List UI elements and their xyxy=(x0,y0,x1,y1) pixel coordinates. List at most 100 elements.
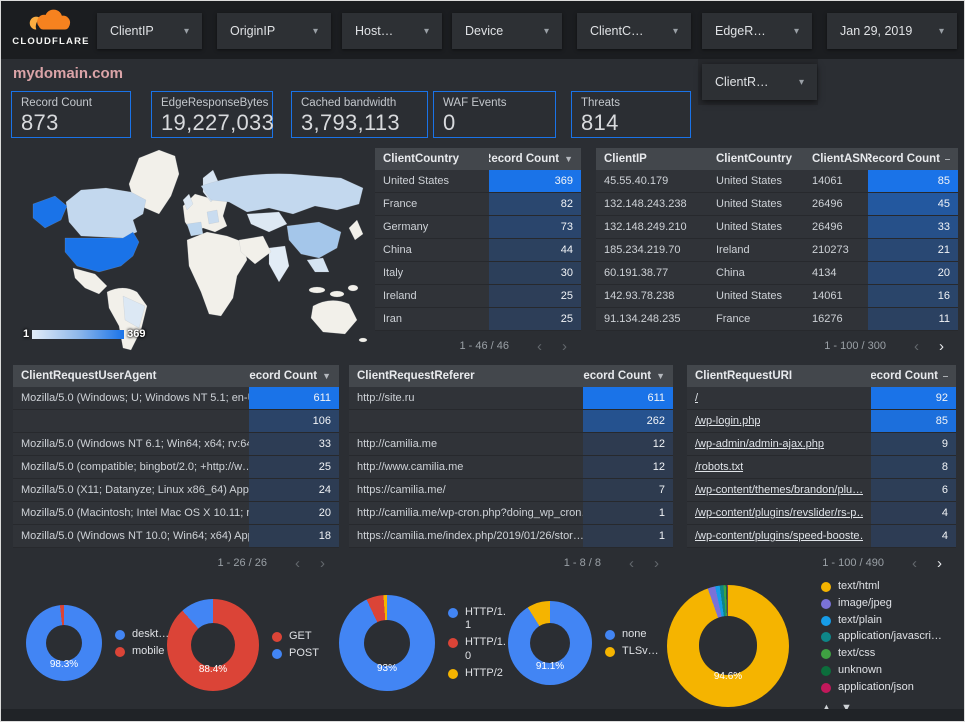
column-header[interactable]: ClientRequestUserAgent xyxy=(21,370,157,382)
record-count-cell: 73 xyxy=(489,216,581,238)
legend-dot xyxy=(448,638,458,649)
uri-link[interactable]: /wp-admin/admin-ajax.php xyxy=(695,438,825,450)
chevron-down-icon: ▾ xyxy=(423,25,429,37)
column-header[interactable]: Record Count‒ xyxy=(871,370,948,382)
record-count-cell: 4 xyxy=(871,502,956,524)
table-row[interactable]: https://camilia.me/index.php/2019/01/26/… xyxy=(349,525,673,548)
pagination-next-icon[interactable]: › xyxy=(937,554,942,572)
pagination-prev-icon[interactable]: ‹ xyxy=(537,337,542,355)
table-row[interactable]: /wp-admin/admin-ajax.php 9 xyxy=(687,433,956,456)
table-row[interactable]: Mozilla/5.0 (Windows NT 10.0; Win64; x64… xyxy=(13,525,339,548)
column-header[interactable]: Record Count▼ xyxy=(583,370,665,382)
table-row[interactable]: https://camilia.me/7 xyxy=(349,479,673,502)
uri-link[interactable]: /wp-content/plugins/speed-booste… xyxy=(695,530,863,542)
map-region-usa xyxy=(64,231,140,273)
uri-link[interactable]: /wp-content/plugins/revslider/rs-p… xyxy=(695,507,863,519)
table-row[interactable]: 91.134.248.235 France 16276 11 xyxy=(596,308,958,331)
pagination-next-icon[interactable]: › xyxy=(562,337,567,355)
legend-dot xyxy=(272,648,282,659)
table-row[interactable]: Italy 30 xyxy=(375,262,581,285)
column-header[interactable]: ClientCountry xyxy=(383,153,460,165)
date-range-filter[interactable]: Jan 29, 2019 ▾ xyxy=(827,13,957,49)
column-header[interactable]: ClientRequestURI xyxy=(695,370,793,382)
column-header[interactable]: ClientRequestReferer xyxy=(357,370,475,382)
filter-edgeresponse[interactable]: EdgeR… ▾ xyxy=(702,13,812,49)
table-row[interactable]: Germany 73 xyxy=(375,216,581,239)
pagination-prev-icon[interactable]: ‹ xyxy=(912,554,917,572)
filter-clientip[interactable]: ClientIP ▾ xyxy=(97,13,202,49)
table-row[interactable]: Mozilla/5.0 (Windows NT 6.1; Win64; x64;… xyxy=(13,433,339,456)
uri-link[interactable]: /robots.txt xyxy=(695,461,744,473)
map-region-se-asia xyxy=(306,257,330,273)
column-header[interactable]: Record Count‒ xyxy=(868,153,950,165)
chevron-down-icon: ▾ xyxy=(312,25,318,37)
table-row[interactable]: United States 369 xyxy=(375,170,581,193)
table-row[interactable]: http://site.ru 611 xyxy=(349,387,673,410)
table-row[interactable]: 106 xyxy=(13,410,339,433)
table-row[interactable]: Mozilla/5.0 (Windows; U; Windows NT 5.1;… xyxy=(13,387,339,410)
table-row[interactable]: http://www.camilia.me 12 xyxy=(349,456,673,479)
uri-link[interactable]: /wp-login.php xyxy=(695,415,761,427)
filter-clientrequest[interactable]: ClientR… ▾ xyxy=(702,64,817,100)
table-row[interactable]: 142.93.78.238 United States 14061 16 xyxy=(596,285,958,308)
pagination-prev-icon[interactable]: ‹ xyxy=(629,554,634,572)
donut-hole xyxy=(529,622,571,664)
legend-dot xyxy=(448,607,458,618)
table-row[interactable]: Mozilla/5.0 (compatible; bingbot/2.0; +h… xyxy=(13,456,339,479)
filter-clientcountry[interactable]: ClientC… ▾ xyxy=(577,13,691,49)
table-row[interactable]: Mozilla/5.0 (X11; Datanyze; Linux x86_64… xyxy=(13,479,339,502)
legend-label: unknown xyxy=(838,663,883,676)
data-cell: Mozilla/5.0 (Windows NT 6.1; Win64; x64;… xyxy=(21,438,249,450)
table-row[interactable]: China 44 xyxy=(375,239,581,262)
table-row[interactable]: /wp-login.php 85 xyxy=(687,410,956,433)
table-row[interactable]: 262 xyxy=(349,410,673,433)
legend-label: HTTP/1.0 xyxy=(465,636,506,662)
table-row[interactable]: Mozilla/5.0 (Macintosh; Intel Mac OS X 1… xyxy=(13,502,339,525)
table-row[interactable]: /robots.txt 8 xyxy=(687,456,956,479)
record-count-cell: 12 xyxy=(583,456,673,478)
column-header[interactable]: ClientIP xyxy=(604,153,647,165)
table-row[interactable]: http://camilia.me 12 xyxy=(349,433,673,456)
device-donut-chart[interactable]: 98.3% xyxy=(26,605,102,681)
table-row[interactable]: Ireland 25 xyxy=(375,285,581,308)
donut-percent-label: 93% xyxy=(376,663,397,675)
table-row[interactable]: 132.148.249.210 United States 26496 33 xyxy=(596,216,958,239)
filter-host[interactable]: Host… ▾ xyxy=(342,13,442,49)
method-donut-chart[interactable]: 88.4% xyxy=(167,599,259,691)
scorecard-label: WAF Events xyxy=(443,97,507,109)
data-cell: Iran xyxy=(383,313,402,325)
filter-device[interactable]: Device ▾ xyxy=(452,13,562,49)
http-version-donut-chart[interactable]: 93% xyxy=(339,595,435,691)
pagination-next-icon[interactable]: › xyxy=(654,554,659,572)
pagination-next-icon[interactable]: › xyxy=(320,554,325,572)
table-row[interactable]: / 92 xyxy=(687,387,956,410)
data-cell: http://camilia.me/wp-cron.php?doing_wp_c… xyxy=(357,507,583,519)
content-type-donut-chart[interactable]: 94.6% xyxy=(667,584,789,707)
table-row[interactable]: http://camilia.me/wp-cron.php?doing_wp_c… xyxy=(349,502,673,525)
filter-originip[interactable]: OriginIP ▾ xyxy=(217,13,331,49)
legend-item: mobile xyxy=(115,645,169,659)
column-header[interactable]: Record Count▼ xyxy=(489,153,573,165)
table-row[interactable]: 60.191.38.77 China 4134 20 xyxy=(596,262,958,285)
tls-donut-chart[interactable]: 91.1% xyxy=(508,601,592,685)
column-header[interactable]: Record Count▼ xyxy=(249,370,331,382)
pagination-prev-icon[interactable]: ‹ xyxy=(914,337,919,355)
table-row[interactable]: /wp-content/plugins/revslider/rs-p… 4 xyxy=(687,502,956,525)
record-count-cell: 33 xyxy=(868,216,958,238)
world-geo-map[interactable]: 1 369 xyxy=(11,144,373,352)
table-row[interactable]: 185.234.219.70 Ireland 210273 21 xyxy=(596,239,958,262)
column-header[interactable]: ClientCountry xyxy=(716,153,793,165)
pagination-next-icon[interactable]: › xyxy=(939,337,944,355)
pagination-prev-icon[interactable]: ‹ xyxy=(295,554,300,572)
table-row[interactable]: /wp-content/plugins/speed-booste… 4 xyxy=(687,525,956,548)
uri-link[interactable]: /wp-content/themes/brandon/plu… xyxy=(695,484,863,496)
record-count-cell: 16 xyxy=(868,285,958,307)
map-region-brazil xyxy=(122,295,146,329)
table-row[interactable]: 132.148.243.238 United States 26496 45 xyxy=(596,193,958,216)
table-row[interactable]: 45.55.40.179 United States 14061 85 xyxy=(596,170,958,193)
table-row[interactable]: Iran 25 xyxy=(375,308,581,331)
table-row[interactable]: /wp-content/themes/brandon/plu… 6 xyxy=(687,479,956,502)
column-header[interactable]: ClientASN xyxy=(812,153,868,165)
table-row[interactable]: France 82 xyxy=(375,193,581,216)
uri-link[interactable]: / xyxy=(695,392,699,404)
